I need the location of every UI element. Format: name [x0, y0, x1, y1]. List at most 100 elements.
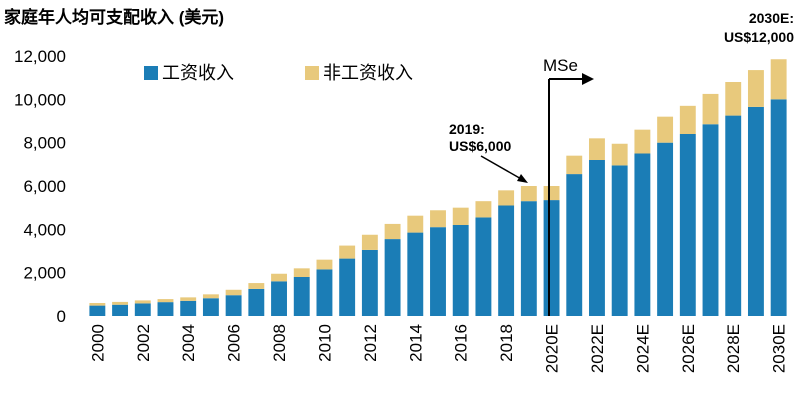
y-tick-label: 2,000: [23, 264, 66, 283]
x-tick-label: 2010: [315, 324, 334, 362]
bar-nonwage-2020E: [543, 186, 560, 201]
x-tick-label: 2028E: [724, 324, 743, 373]
bar-nonwage-2003: [157, 299, 174, 303]
bars: [89, 59, 787, 317]
bar-nonwage-2028E: [725, 82, 742, 116]
annotation-2019-line2: US$6,000: [449, 138, 511, 154]
legend-label-wage: 工资收入: [162, 63, 234, 83]
bar-nonwage-2024E: [634, 129, 651, 154]
bar-wage-2019: [520, 201, 537, 316]
x-tick-label: 2014: [406, 324, 425, 362]
y-tick-label: 10,000: [14, 90, 66, 109]
bar-nonwage-2017: [475, 201, 492, 218]
bar-wage-2029E: [747, 106, 764, 317]
bar-nonwage-2022E: [589, 138, 605, 160]
bar-wage-2017: [475, 217, 492, 316]
bar-wage-2030E: [770, 99, 787, 316]
annotation-2019-arrow: [480, 155, 524, 181]
y-tick-label: 6,000: [23, 177, 66, 196]
y-tick-label: 4,000: [23, 220, 66, 239]
y-axis-ticks: 0 2,000 4,000 6,000 8,000 10,000 12,000: [14, 47, 66, 326]
bar-nonwage-2025E: [657, 116, 674, 143]
annotation-2019-line1: 2019:: [449, 121, 485, 137]
bar-nonwage-2023E: [611, 143, 628, 166]
bar-wage-2014: [407, 232, 424, 316]
bar-wage-2024E: [634, 153, 651, 316]
bar-nonwage-2013: [384, 223, 401, 240]
bar-wage-2000: [89, 305, 106, 316]
bar-nonwage-2008: [271, 273, 287, 282]
bar-wage-2018: [498, 205, 515, 316]
x-tick-label: 2030E: [770, 324, 789, 373]
x-tick-label: 2006: [225, 324, 244, 362]
x-tick-label: 2012: [361, 324, 380, 362]
annotation-2030-line2: US$12,000: [724, 29, 794, 45]
bar-nonwage-2002: [134, 300, 151, 304]
bar-wage-2013: [384, 239, 401, 316]
x-tick-label: 2020E: [543, 324, 562, 373]
bar-wage-2007: [248, 288, 265, 316]
bar-wage-2028E: [725, 115, 742, 316]
bar-wage-2027E: [702, 124, 719, 316]
bar-wage-2001: [112, 304, 129, 316]
chart-title: 家庭年人均可支配收入 (美元): [4, 7, 224, 27]
x-tick-label: 2002: [134, 324, 153, 362]
bar-nonwage-2007: [248, 283, 265, 289]
legend-swatch-nonwage: [305, 66, 319, 80]
legend-label-nonwage: 非工资收入: [323, 63, 413, 83]
mse-label: MSe: [543, 56, 578, 75]
bar-wage-2012: [361, 249, 378, 316]
bar-wage-2003: [157, 302, 174, 316]
x-tick-label: 2018: [497, 324, 516, 362]
bar-nonwage-2016: [452, 207, 469, 225]
bar-nonwage-2021E: [566, 155, 583, 175]
bar-wage-2010: [316, 269, 333, 316]
bar-wage-2008: [271, 281, 287, 316]
x-tick-label: 2024E: [633, 324, 652, 373]
bar-nonwage-2014: [407, 215, 424, 233]
annotation-2019: 2019: US$6,000: [449, 121, 528, 183]
bar-wage-2016: [452, 225, 469, 316]
x-tick-label: 2026E: [679, 324, 698, 373]
mse-marker: MSe: [543, 56, 594, 316]
y-tick-label: 12,000: [14, 47, 66, 66]
bar-nonwage-2005: [202, 294, 219, 299]
bar-wage-2021E: [566, 174, 583, 316]
bar-wage-2020E: [543, 200, 560, 316]
bar-nonwage-2001: [112, 301, 129, 305]
bar-wage-2005: [202, 298, 219, 316]
bar-nonwage-2009: [293, 268, 310, 277]
x-tick-label: 2022E: [588, 324, 607, 373]
annotation-2019-arrowhead: [517, 174, 528, 183]
bar-nonwage-2019: [520, 186, 537, 202]
y-tick-label: 8,000: [23, 134, 66, 153]
bar-nonwage-2010: [316, 259, 333, 270]
bar-nonwage-2006: [225, 289, 242, 296]
annotation-2030: 2030E: US$12,000: [724, 10, 794, 45]
bar-nonwage-2018: [498, 190, 515, 206]
bar-wage-2022E: [589, 160, 605, 316]
annotation-2030-line1: 2030E:: [749, 10, 794, 26]
bar-wage-2011: [339, 258, 356, 316]
x-tick-label: 2016: [452, 324, 471, 362]
bar-nonwage-2004: [180, 297, 197, 301]
bar-nonwage-2029E: [747, 70, 764, 107]
bar-nonwage-2015: [430, 210, 446, 228]
bar-nonwage-2026E: [679, 105, 696, 134]
bar-wage-2026E: [679, 134, 696, 316]
x-tick-label: 2004: [179, 324, 198, 362]
bar-nonwage-2027E: [702, 93, 719, 125]
bar-wage-2006: [225, 295, 242, 316]
bar-wage-2004: [180, 300, 197, 316]
bar-nonwage-2012: [361, 234, 378, 250]
bar-wage-2002: [134, 303, 151, 316]
x-axis-ticks: 2000 2002 2004 2006 2008 2010 2012 2014 2016 2018…: [88, 324, 788, 373]
x-tick-label: 2008: [270, 324, 289, 362]
bar-nonwage-2000: [89, 303, 106, 306]
bar-wage-2009: [293, 277, 310, 316]
bar-wage-2015: [430, 227, 446, 316]
mse-arrowhead: [582, 73, 594, 85]
legend: 工资收入 非工资收入: [144, 63, 413, 83]
legend-swatch-wage: [144, 66, 158, 80]
